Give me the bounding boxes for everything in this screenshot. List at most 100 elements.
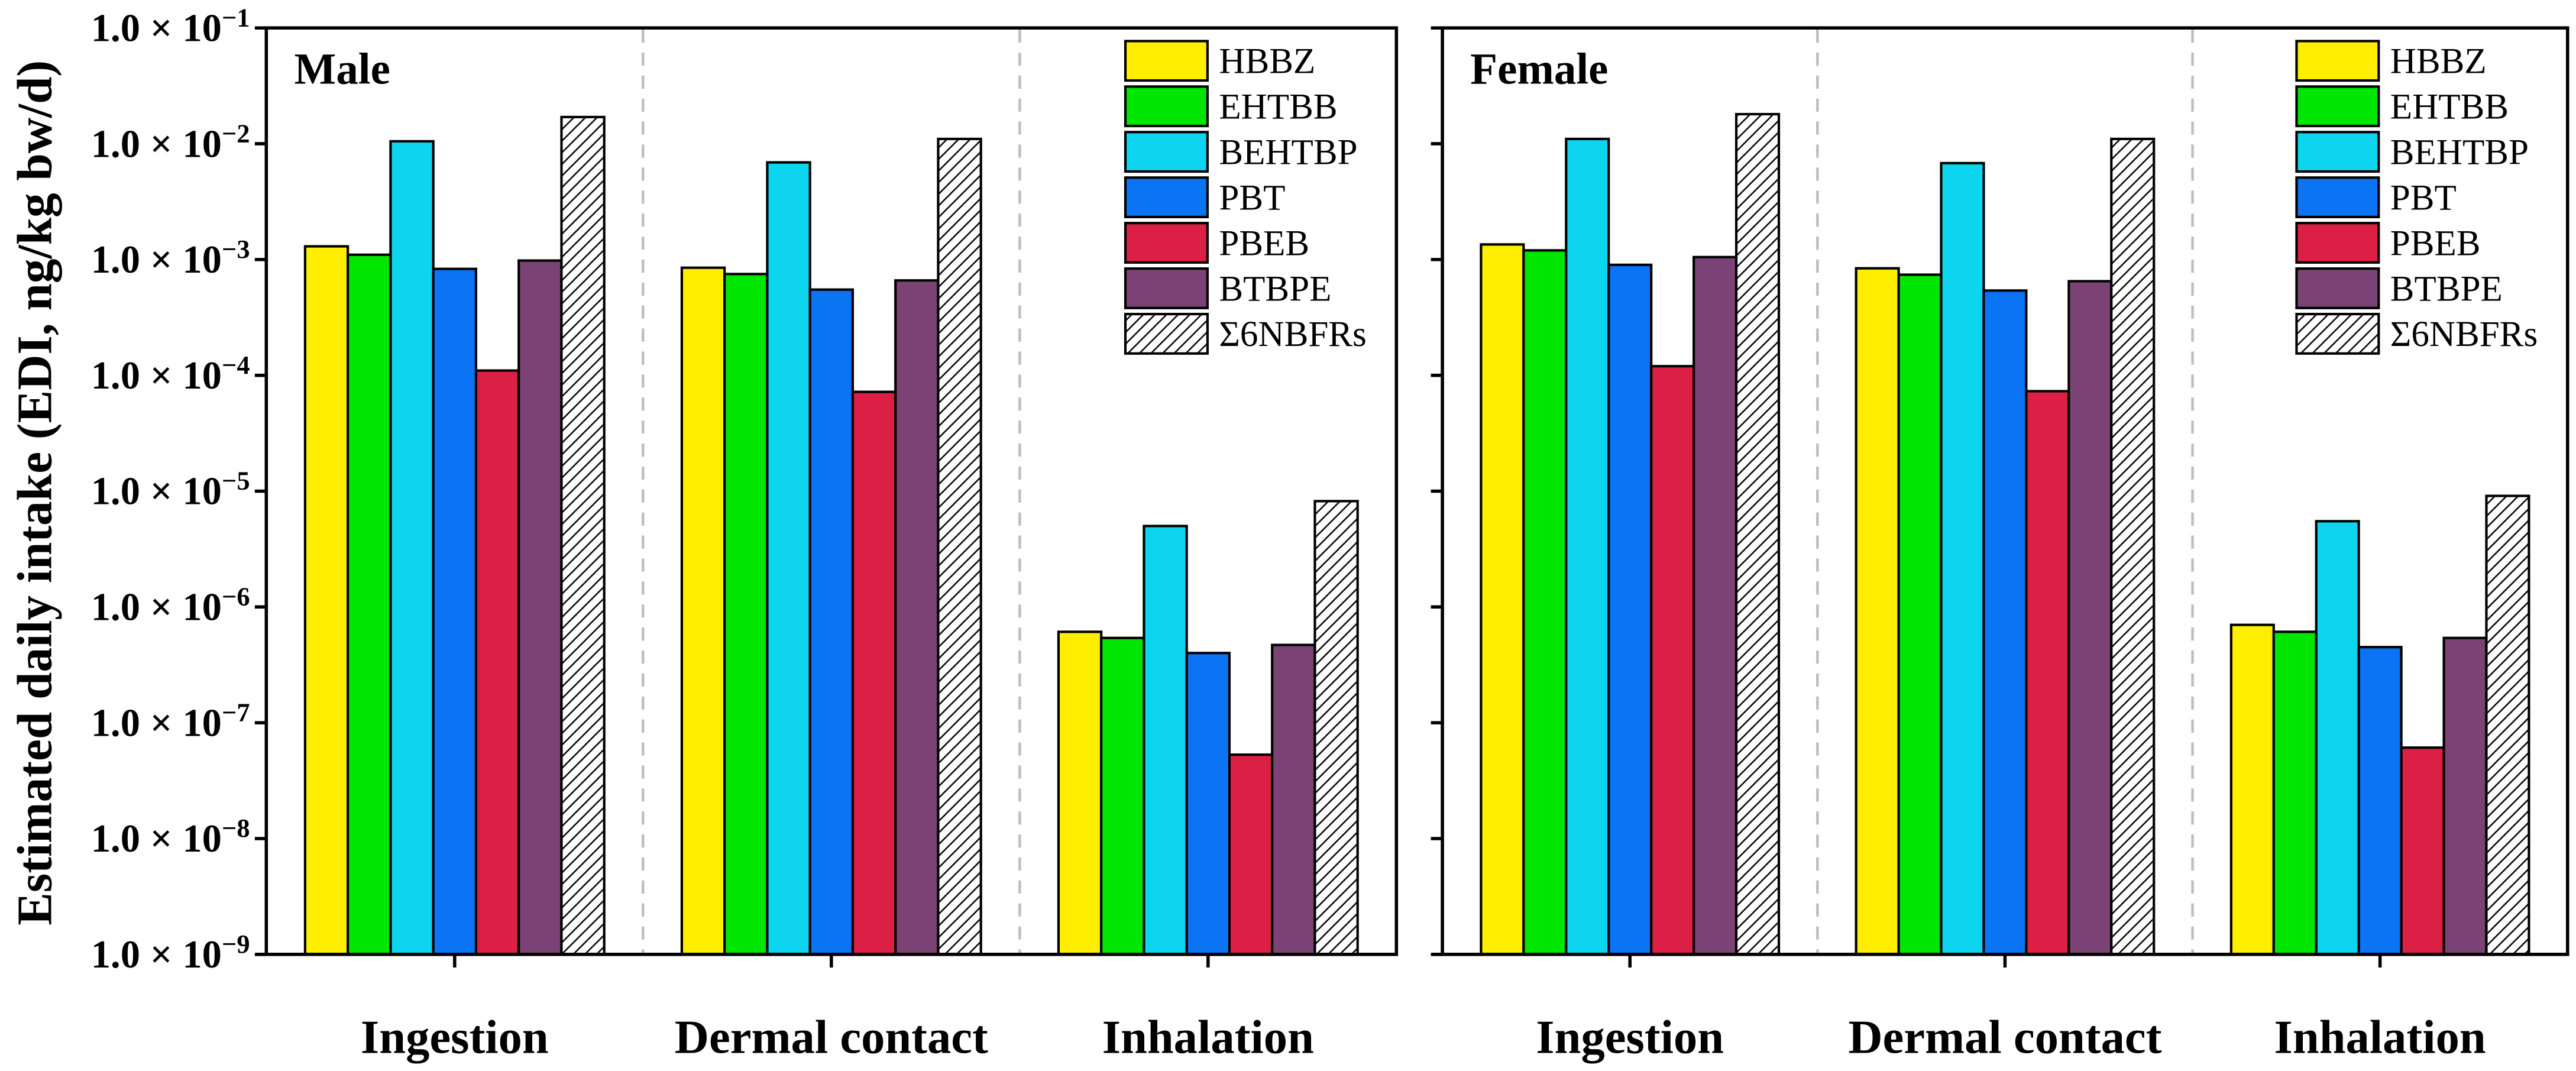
y-tick-label-mantissa: 1.0 × 10: [91, 238, 222, 281]
legend-swatch-hbbz: [2295, 40, 2380, 82]
bar-pbeb-inhalation: [1228, 753, 1274, 956]
legend-swatch-behtbp: [2295, 131, 2380, 173]
bar-btbpe-inhalation: [1271, 643, 1316, 956]
legend-label-hbbz: HBBZ: [1219, 42, 1315, 82]
panel-title: Male: [295, 45, 390, 94]
x-category-label-inhalation: Inhalation: [2274, 1011, 2486, 1063]
legend-label-ehtbb: EHTBB: [2390, 88, 2509, 127]
bar-ehtbb-inhalation: [1100, 636, 1145, 956]
legend-label-pbeb: PBEB: [2390, 224, 2481, 263]
bar-sum-6nbfrs-dermal-contact: [2110, 137, 2156, 956]
legend-label-pbeb: PBEB: [1219, 224, 1309, 263]
bar-behtbp-inhalation: [1143, 525, 1188, 956]
legend-swatch-btbpe: [1124, 267, 1209, 309]
y-tick-label-exponent: −3: [222, 234, 250, 264]
legend-item-btbpe: BTBPE: [1124, 267, 1331, 309]
legend-item-hbbz: HBBZ: [2295, 40, 2487, 82]
bar-sum-6nbfrs-inhalation: [2485, 494, 2530, 956]
legend-item-sum-6nbfrs: Σ6NBFRs: [1124, 312, 1367, 355]
bar-behtbp-inhalation: [2315, 520, 2360, 956]
legend-swatch-ehtbb: [1124, 85, 1209, 128]
male-panel: 1.0 × 10−11.0 × 10−21.0 × 10−31.0 × 10−4…: [91, 2, 1399, 1063]
bar-ehtbb-dermal-contact: [723, 273, 769, 956]
y-tick-label: 1.0 × 10−9: [91, 929, 250, 976]
y-tick-label-mantissa: 1.0 × 10: [91, 122, 222, 166]
bar-pbt-dermal-contact: [1982, 289, 2028, 956]
bar-hbbz-dermal-contact: [680, 266, 726, 956]
legend-swatch-btbpe: [2295, 267, 2380, 309]
bar-pbt-ingestion: [432, 267, 478, 956]
legend: HBBZ EHTBB BEHTBP PBT PBEB BTBPE Σ6NBFRs: [2295, 40, 2538, 355]
bar-behtbp-dermal-contact: [1940, 161, 1985, 956]
legend-label-btbpe: BTBPE: [2390, 269, 2503, 309]
y-tick-label: 1.0 × 10−2: [91, 118, 250, 166]
y-tick-label-exponent: −5: [222, 466, 250, 496]
legend-label-sum-6nbfrs: Σ6NBFRs: [1219, 315, 1366, 354]
legend-item-behtbp: BEHTBP: [2295, 131, 2529, 173]
bar-sum-6nbfrs-ingestion: [1734, 112, 1781, 956]
bar-ehtbb-inhalation: [2272, 630, 2318, 956]
bar-btbpe-dermal-contact: [2067, 280, 2113, 956]
bar-hbbz-ingestion: [303, 245, 349, 956]
bar-pbt-dermal-contact: [808, 288, 855, 956]
bar-sum-6nbfrs-ingestion: [560, 115, 606, 956]
legend-label-pbt: PBT: [2390, 178, 2457, 218]
bar-pbeb-ingestion: [1650, 365, 1695, 956]
legend-label-ehtbb: EHTBB: [1219, 88, 1337, 127]
y-tick-label-mantissa: 1.0 × 10: [91, 933, 222, 976]
bar-behtbp-ingestion: [1565, 137, 1610, 956]
y-tick-label: 1.0 × 10−6: [91, 582, 250, 629]
legend-swatch-pbeb: [1124, 222, 1209, 264]
panel-title: Female: [1470, 45, 1608, 94]
bar-hbbz-inhalation: [1057, 630, 1103, 956]
y-tick-label-mantissa: 1.0 × 10: [91, 701, 222, 745]
x-category-label-ingestion: Ingestion: [361, 1011, 549, 1063]
bar-btbpe-ingestion: [1692, 255, 1738, 956]
y-tick-label-exponent: −8: [222, 813, 250, 843]
female-panel: Ingestion Dermal contact Inhalation Female H…: [1431, 26, 2569, 1063]
bar-hbbz-inhalation: [2229, 623, 2275, 956]
bar-pbeb-inhalation: [2400, 746, 2445, 956]
y-tick-label-exponent: −2: [222, 118, 250, 148]
y-tick-label-exponent: −6: [222, 582, 250, 611]
legend-swatch-sum-6nbfrs: [1124, 312, 1209, 355]
bar-behtbp-dermal-contact: [766, 161, 811, 956]
legend-swatch-hbbz: [1124, 40, 1209, 82]
y-tick-label: 1.0 × 10−1: [91, 2, 250, 50]
bar-hbbz-ingestion: [1480, 243, 1525, 956]
legend-swatch-pbt: [2295, 176, 2380, 219]
bar-ehtbb-dermal-contact: [1897, 273, 1943, 956]
legend-item-btbpe: BTBPE: [2295, 267, 2503, 309]
legend-item-hbbz: HBBZ: [1124, 40, 1315, 82]
bar-hbbz-dermal-contact: [1855, 267, 1900, 956]
legend-swatch-pbeb: [2295, 222, 2380, 264]
y-tick-label-exponent: −1: [222, 2, 250, 32]
x-category-label-dermal-contact: Dermal contact: [675, 1011, 988, 1063]
legend-swatch-pbt: [1124, 176, 1209, 219]
bars: [1480, 112, 2530, 956]
legend-item-ehtbb: EHTBB: [2295, 85, 2509, 128]
y-tick-label: 1.0 × 10−7: [91, 697, 250, 745]
y-tick-label-mantissa: 1.0 × 10: [91, 586, 222, 629]
legend-item-pbeb: PBEB: [2295, 222, 2481, 264]
x-category-label-ingestion: Ingestion: [1536, 1011, 1724, 1063]
y-tick-label: 1.0 × 10−4: [91, 350, 250, 397]
legend-label-pbt: PBT: [1219, 178, 1285, 218]
bar-btbpe-dermal-contact: [894, 279, 940, 956]
legend-swatch-behtbp: [1124, 131, 1209, 173]
bar-btbpe-inhalation: [2442, 636, 2488, 956]
bar-pbeb-ingestion: [474, 369, 520, 956]
y-tick-label-exponent: −9: [222, 929, 250, 959]
legend-label-btbpe: BTBPE: [1219, 269, 1331, 309]
legend-label-sum-6nbfrs: Σ6NBFRs: [2390, 315, 2538, 354]
bar-pbeb-dermal-contact: [2025, 390, 2070, 956]
y-tick-label-mantissa: 1.0 × 10: [91, 470, 222, 513]
y-tick-label-exponent: −7: [222, 697, 250, 727]
y-tick-label: 1.0 × 10−3: [91, 234, 250, 281]
legend-item-behtbp: BEHTBP: [1124, 131, 1358, 173]
y-tick-label-mantissa: 1.0 × 10: [91, 7, 222, 50]
legend-label-behtbp: BEHTBP: [2390, 132, 2529, 172]
legend-item-ehtbb: EHTBB: [1124, 85, 1338, 128]
bar-pbt-ingestion: [1607, 263, 1653, 956]
